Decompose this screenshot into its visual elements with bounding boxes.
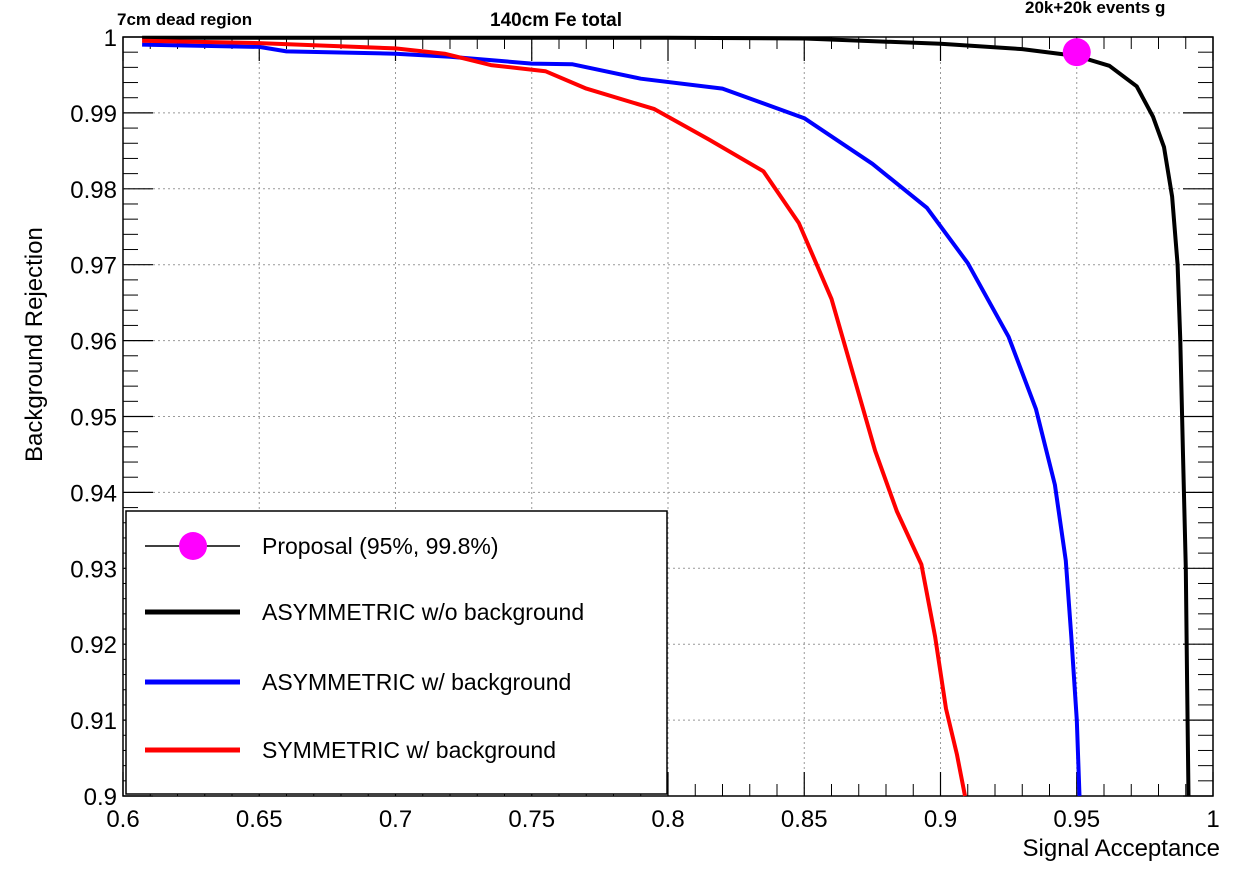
y-axis-label: Background Rejection <box>21 227 48 462</box>
header-left-label: 7cm dead region <box>117 10 253 29</box>
x-tick-label: 0.75 <box>508 806 555 833</box>
x-tick-label: 0.65 <box>236 806 283 833</box>
legend-box <box>125 510 668 795</box>
y-tick-label: 0.9 <box>84 784 117 811</box>
y-tick-label: 0.96 <box>70 329 117 356</box>
y-tick-label: 0.92 <box>70 632 117 659</box>
legend-entry-sym-bkg-label: SYMMETRIC w/ background <box>262 737 556 763</box>
y-tick-label: 0.95 <box>70 405 117 432</box>
x-tick-label: 0.85 <box>781 806 828 833</box>
proposal-marker <box>1062 38 1091 67</box>
header-center-label: 140cm Fe total <box>490 10 622 31</box>
x-tick-label: 1 <box>1206 806 1219 833</box>
series-line-asymmetric-w-o-background <box>142 35 1191 797</box>
x-tick-label: 0.8 <box>651 806 684 833</box>
series-line-asymmetric-w-background <box>142 42 1082 797</box>
legend-entry-proposal-marker <box>179 532 207 560</box>
x-axis-label: Signal Acceptance <box>1023 835 1220 862</box>
x-tick-label: 0.9 <box>924 806 957 833</box>
header-right-label: 20k+20k events g <box>1025 0 1166 17</box>
legend-entry-asym-nobkg-label: ASYMMETRIC w/o background <box>262 599 584 625</box>
y-tick-label: 0.93 <box>70 556 117 583</box>
y-tick-label: 0.91 <box>70 708 117 735</box>
marker-layer <box>1062 38 1091 67</box>
legend-entry-asym-bkg-label: ASYMMETRIC w/ background <box>262 669 571 695</box>
y-tick-label: 0.98 <box>70 177 117 204</box>
x-tick-label: 0.7 <box>379 806 412 833</box>
legend: Proposal (95%, 99.8%) ASYMMETRIC w/o back… <box>125 510 668 795</box>
series-line-symmetric-w-background <box>142 38 967 797</box>
y-tick-label: 1 <box>104 25 117 52</box>
y-tick-label: 0.99 <box>70 101 117 128</box>
x-tick-label: 0.95 <box>1053 806 1100 833</box>
legend-entry-proposal-label: Proposal (95%, 99.8%) <box>262 533 499 559</box>
y-tick-label: 0.94 <box>70 480 117 507</box>
y-tick-label: 0.97 <box>70 253 117 280</box>
series-layer <box>142 35 1191 797</box>
x-tick-label: 0.6 <box>106 806 139 833</box>
